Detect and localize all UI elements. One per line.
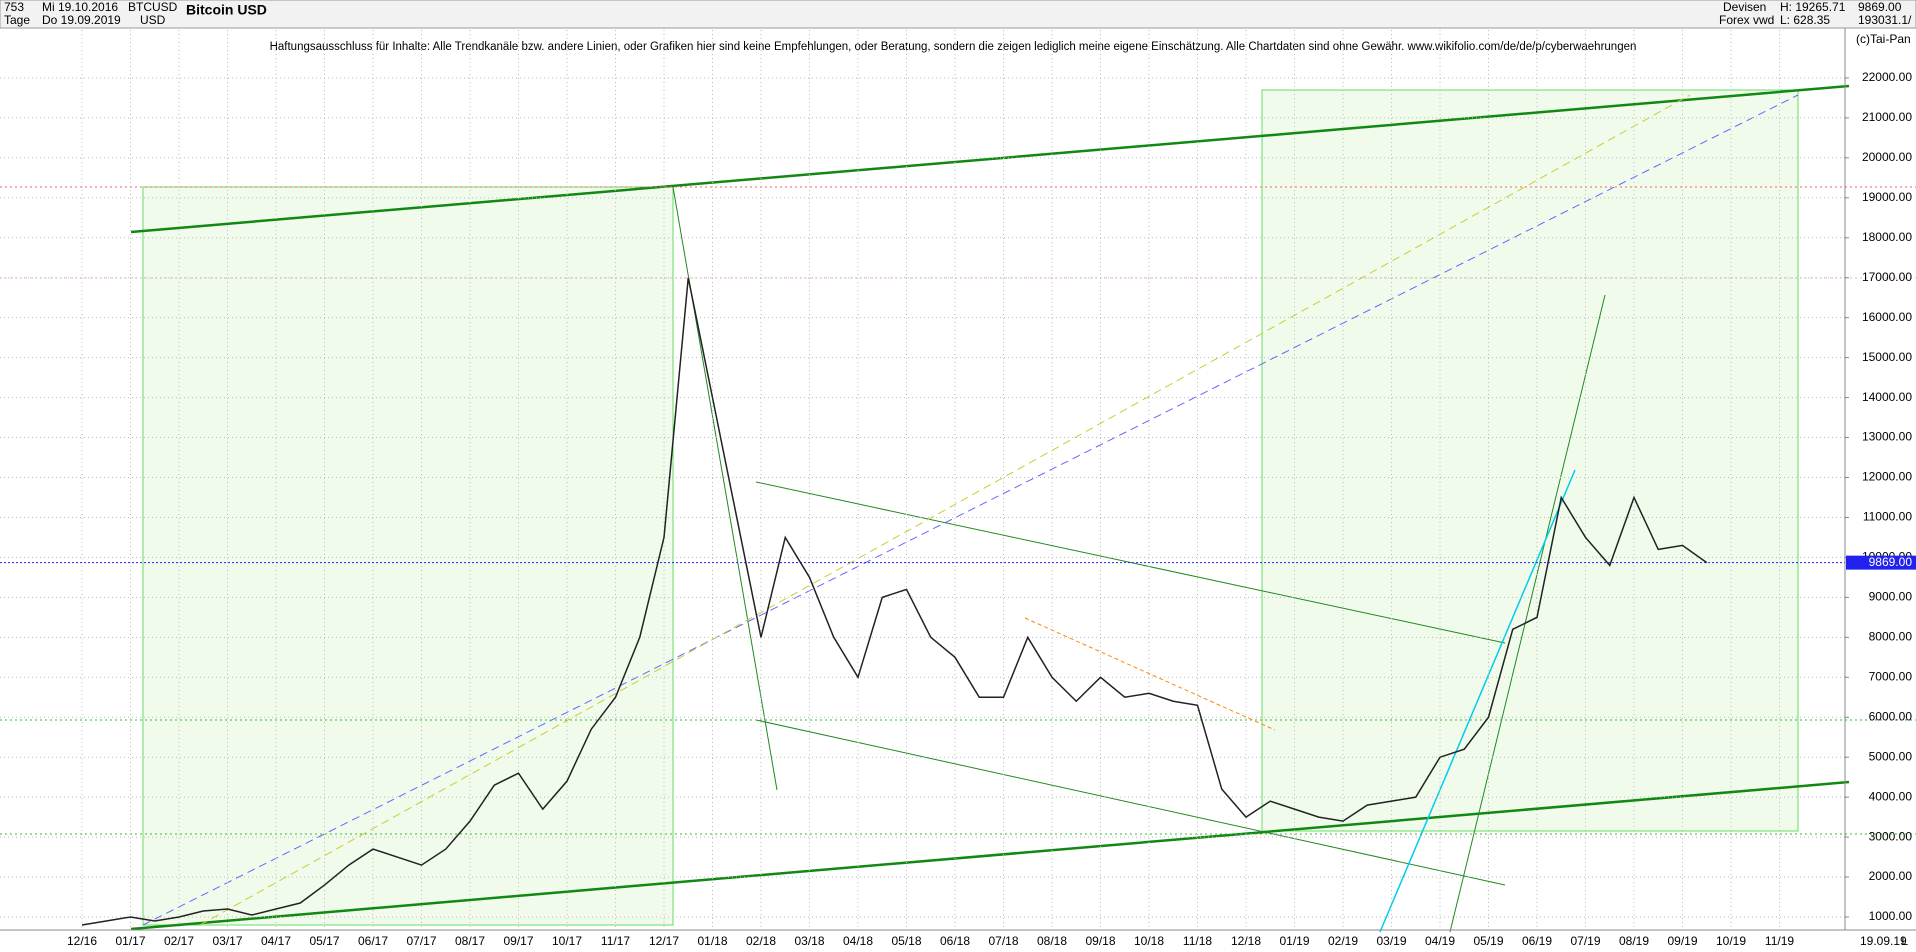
price-line bbox=[81, 277, 1708, 926]
y-tick-label: 17000.00 bbox=[1862, 270, 1912, 284]
copyright: (c)Tai-Pan bbox=[1856, 32, 1911, 46]
footer-scale: L bbox=[1901, 934, 1908, 948]
x-tick-label: 03/17 bbox=[212, 934, 242, 948]
disclaimer: Haftungsausschluss für Inhalte: Alle Tre… bbox=[270, 41, 1637, 53]
y-tick-label: 9000.00 bbox=[1869, 590, 1913, 604]
end-date: Do 19.09.2019 bbox=[42, 13, 121, 27]
y-tick-label: 14000.00 bbox=[1862, 390, 1912, 404]
start-date: Mi 19.10.2016 bbox=[42, 0, 118, 14]
market: Devisen bbox=[1723, 0, 1766, 14]
y-tick-label: 3000.00 bbox=[1869, 829, 1913, 843]
x-tick-label: 06/19 bbox=[1522, 934, 1552, 948]
x-tick-label: 10/17 bbox=[552, 934, 582, 948]
y-tick-label: 20000.00 bbox=[1862, 150, 1912, 164]
currency: USD bbox=[140, 13, 166, 27]
x-tick-label: 02/18 bbox=[746, 934, 776, 948]
x-tick-label: 01/17 bbox=[115, 934, 145, 948]
zone bbox=[1261, 89, 1799, 832]
trend-line bbox=[1024, 617, 1276, 731]
y-tick-label: 19000.00 bbox=[1862, 190, 1912, 204]
symbol: BTCUSD bbox=[128, 0, 178, 14]
x-tick-label: 11/17 bbox=[601, 934, 630, 948]
footer-date: 19.09.19 bbox=[1860, 934, 1907, 948]
drawings bbox=[0, 84, 1916, 933]
source: Forex vwd bbox=[1719, 13, 1774, 27]
y-tick-label: 12000.00 bbox=[1862, 470, 1912, 484]
trend-line bbox=[1449, 294, 1606, 933]
x-tick-label: 09/17 bbox=[503, 934, 533, 948]
trend-line bbox=[130, 84, 1850, 234]
low: L: 628.35 bbox=[1780, 13, 1830, 27]
x-tick-label: 06/18 bbox=[940, 934, 970, 948]
last-price-box bbox=[1846, 555, 1916, 570]
y-tick-label: 13000.00 bbox=[1862, 430, 1912, 444]
trend-line bbox=[1379, 469, 1576, 933]
x-tick-label: 08/19 bbox=[1619, 934, 1649, 948]
x-tick-label: 08/18 bbox=[1037, 934, 1067, 948]
trend-line bbox=[130, 780, 1850, 931]
trend-line bbox=[199, 94, 1691, 926]
x-tick-label: 06/17 bbox=[358, 934, 388, 948]
x-tick-label: 12/16 bbox=[67, 934, 97, 948]
y-tick-label: 22000.00 bbox=[1862, 70, 1912, 84]
y-tick-label: 16000.00 bbox=[1862, 310, 1912, 324]
trend-line bbox=[142, 94, 1799, 926]
x-tick-label: 07/17 bbox=[406, 934, 436, 948]
count: 753 bbox=[4, 0, 24, 14]
x-tick-label: 02/19 bbox=[1328, 934, 1358, 948]
volume: 193031.1/ bbox=[1858, 13, 1912, 27]
y-tick-label: 6000.00 bbox=[1869, 709, 1913, 723]
x-tick-label: 10/19 bbox=[1716, 934, 1746, 948]
x-tick-label: 09/19 bbox=[1667, 934, 1697, 948]
last: 9869.00 bbox=[1858, 0, 1902, 14]
x-tick-label: 04/18 bbox=[843, 934, 873, 948]
x-tick-label: 09/18 bbox=[1085, 934, 1115, 948]
zone bbox=[142, 186, 674, 926]
x-tick-label: 07/18 bbox=[988, 934, 1018, 948]
x-tick-label: 04/17 bbox=[261, 934, 291, 948]
header-bar bbox=[0, 0, 1916, 29]
y-tick-label: 11000.00 bbox=[1863, 510, 1912, 524]
x-tick-label: 11/18 bbox=[1183, 934, 1212, 948]
y-tick-label: 1000.00 bbox=[1869, 909, 1913, 923]
x-tick-label: 03/18 bbox=[794, 934, 824, 948]
x-tick-label: 02/17 bbox=[164, 934, 194, 948]
x-tick-label: 12/18 bbox=[1231, 934, 1261, 948]
period[interactable]: Tage bbox=[4, 13, 30, 27]
y-tick-label: 7000.00 bbox=[1869, 669, 1913, 683]
y-tick-label: 4000.00 bbox=[1869, 789, 1913, 803]
trend-line bbox=[755, 481, 1506, 644]
x-tick-label: 12/17 bbox=[649, 934, 679, 948]
y-tick-label: 18000.00 bbox=[1862, 230, 1912, 244]
chart-title: Bitcoin USD bbox=[186, 2, 267, 18]
x-tick-label: 01/18 bbox=[697, 934, 727, 948]
x-tick-label: 05/19 bbox=[1473, 934, 1503, 948]
y-tick-label: 5000.00 bbox=[1869, 749, 1913, 763]
x-tick-label: 08/17 bbox=[455, 934, 485, 948]
x-tick-label: 01/19 bbox=[1279, 934, 1309, 948]
x-tick-label: 05/17 bbox=[309, 934, 339, 948]
x-tick-label: 07/19 bbox=[1570, 934, 1600, 948]
trend-line bbox=[755, 719, 1506, 886]
x-tick-label: 10/18 bbox=[1134, 934, 1164, 948]
last-price-label: 9869.00 bbox=[1869, 555, 1913, 569]
y-tick-label: 8000.00 bbox=[1869, 629, 1913, 643]
y-tick-label: 15000.00 bbox=[1862, 350, 1912, 364]
y-tick-label: 21000.00 bbox=[1862, 110, 1912, 124]
x-tick-label: 03/19 bbox=[1376, 934, 1406, 948]
x-tick-label: 04/19 bbox=[1425, 934, 1455, 948]
x-tick-label: 11/19 bbox=[1765, 934, 1794, 948]
high: H: 19265.71 bbox=[1780, 0, 1846, 14]
y-tick-label: 2000.00 bbox=[1869, 869, 1913, 883]
x-tick-label: 05/18 bbox=[891, 934, 921, 948]
